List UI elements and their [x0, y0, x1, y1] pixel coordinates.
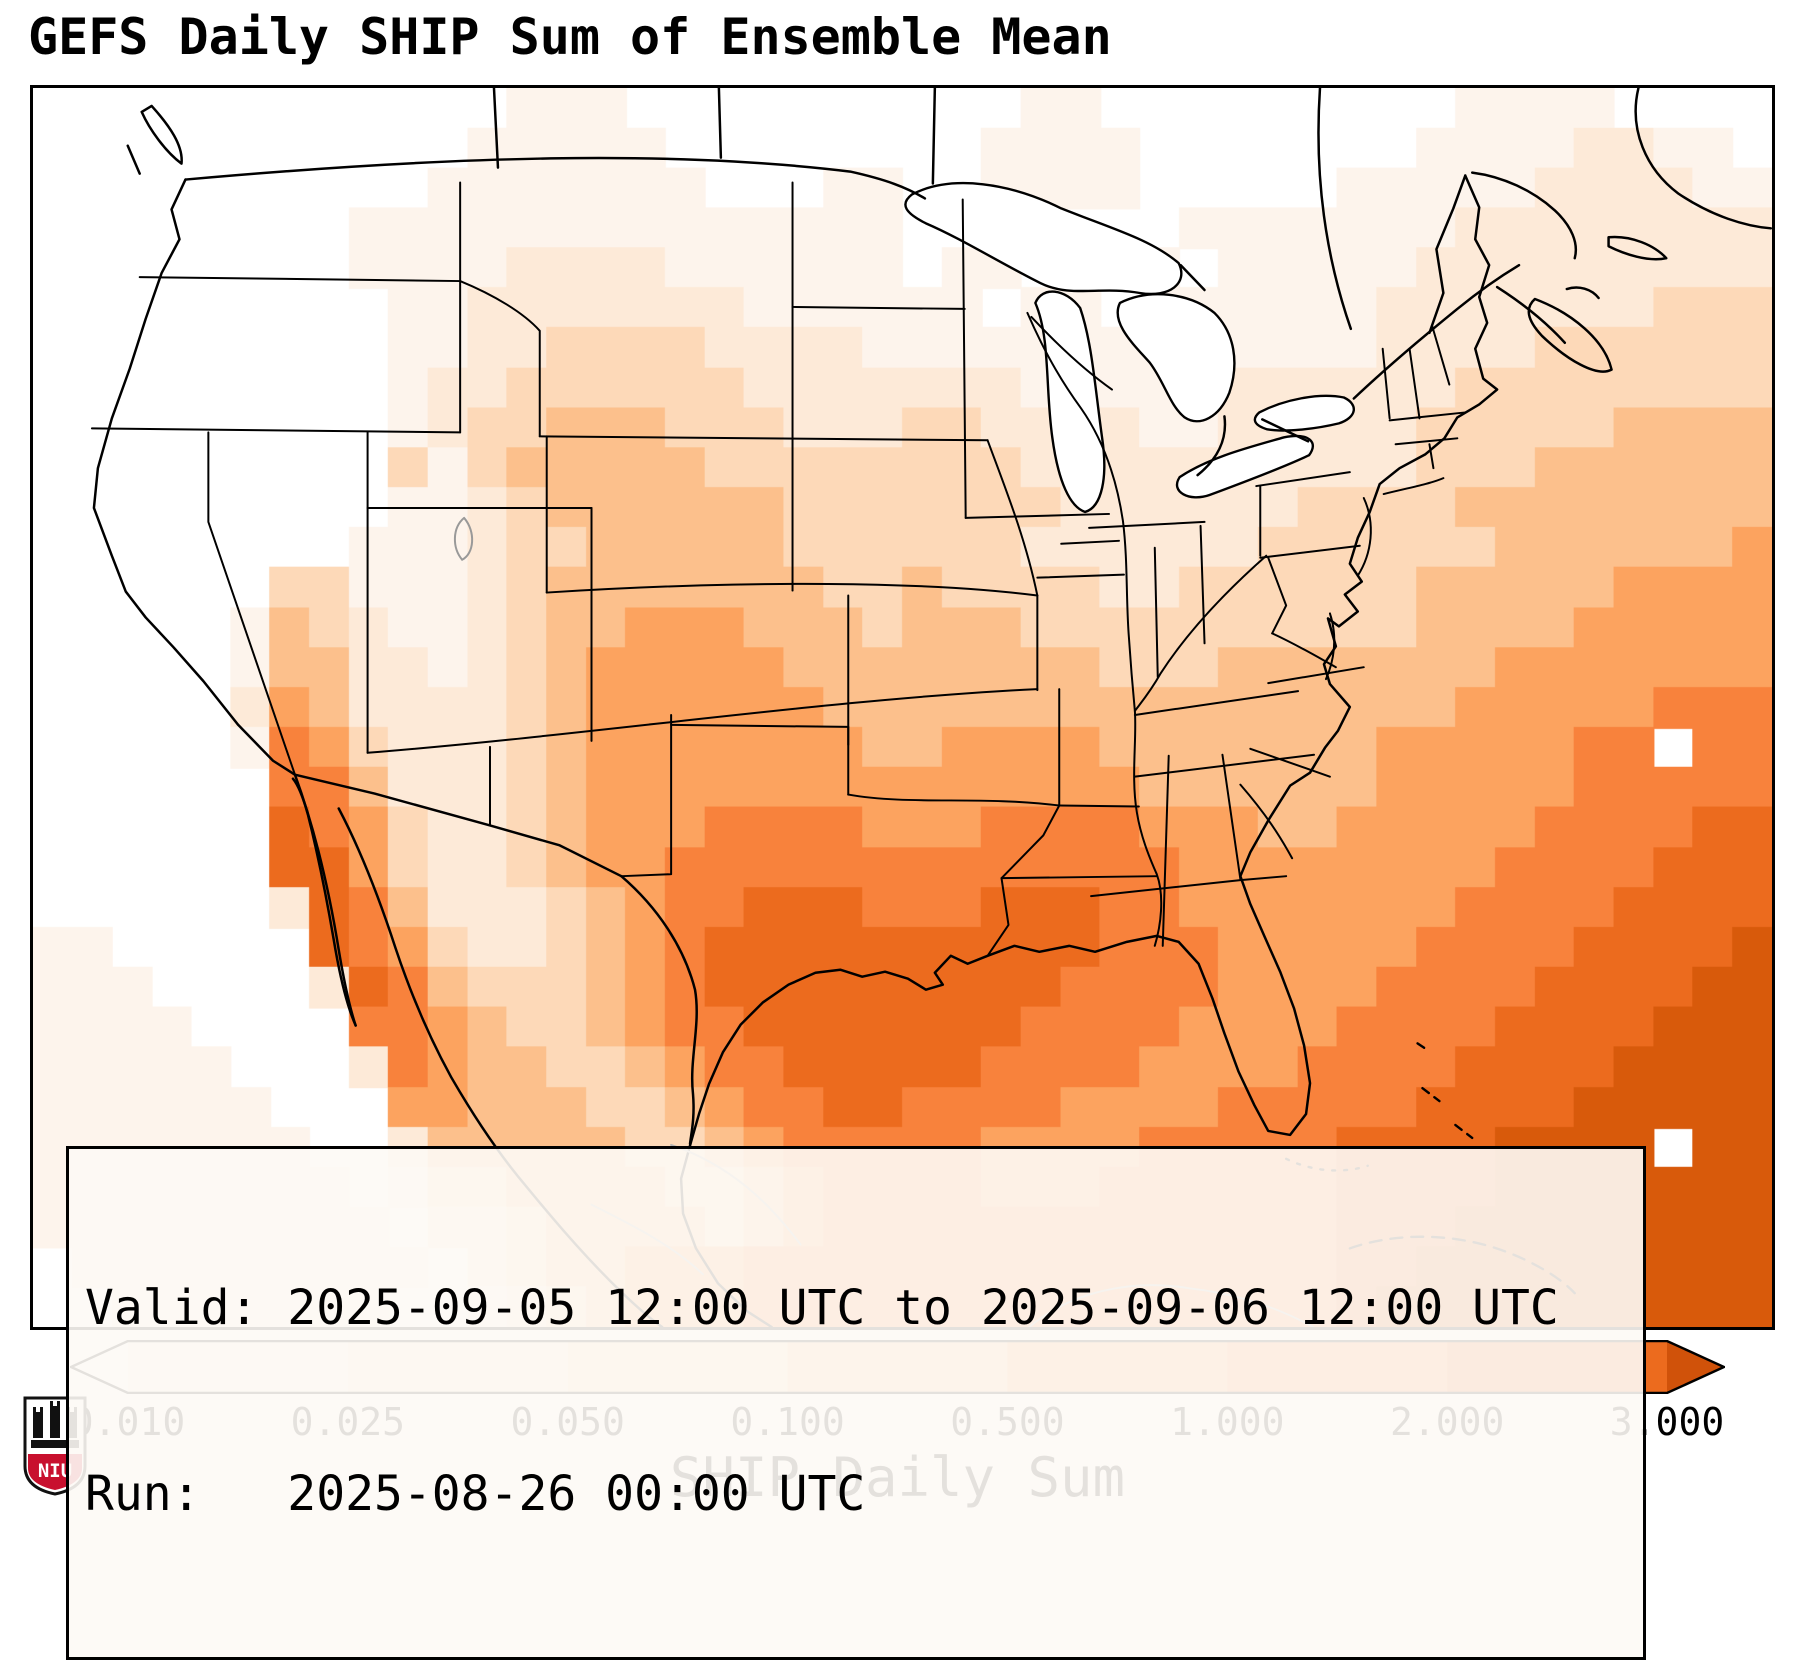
great-lakes	[904, 181, 1355, 514]
coastlines	[92, 88, 1772, 1327]
colorbar-arrow	[1667, 1341, 1724, 1393]
logo-text: NIU	[38, 1460, 72, 1482]
heatmap-canvas	[33, 88, 1772, 1327]
valid-time-text: Valid: 2025-09-05 12:00 UTC to 2025-09-0…	[85, 1280, 1559, 1336]
state-borders	[90, 181, 1467, 957]
info-box: Valid: 2025-09-05 12:00 UTC to 2025-09-0…	[66, 1146, 1646, 1660]
map-borders	[90, 88, 1772, 1327]
figure-title: GEFS Daily SHIP Sum of Ensemble Mean	[28, 8, 1112, 66]
run-time-text: Run: 2025-08-26 00:00 UTC	[85, 1466, 866, 1522]
map-area: Valid: 2025-09-05 12:00 UTC to 2025-09-0…	[30, 85, 1775, 1660]
